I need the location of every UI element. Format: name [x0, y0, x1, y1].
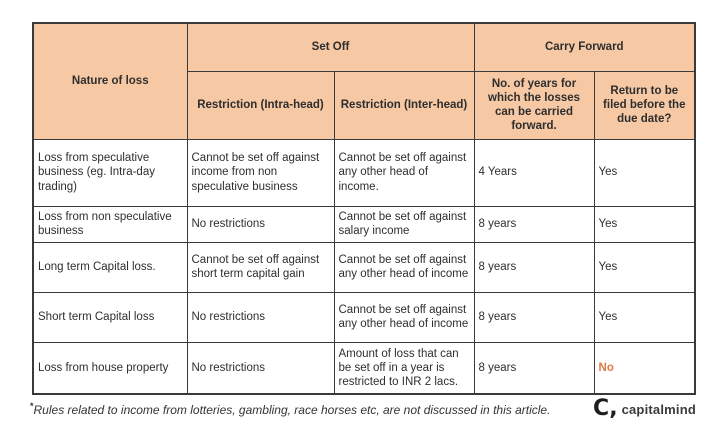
nature-cell: Loss from speculative business (eg. Intr… [32, 138, 188, 207]
return-cell: Yes [593, 138, 696, 207]
table-row: Long term Capital loss. Cannot be set of… [32, 241, 696, 293]
loss-setoff-carryforward-table: Nature of loss Set Off Carry Forward Res… [32, 22, 697, 395]
header-row-sub: Restriction (Intra-head) Restriction (In… [33, 70, 696, 140]
intra-restriction-cell: No restrictions [186, 205, 335, 243]
table-row: Loss from speculative business (eg. Intr… [32, 138, 696, 207]
return-cell: Yes [593, 291, 696, 343]
inter-restriction-cell: Cannot be set off against salary income [333, 205, 475, 243]
years-cell: 8 years [473, 241, 595, 293]
capitalmind-logo: C, capitalmind [593, 398, 696, 420]
restriction-intra-head-header: Restriction (Intra-head) [186, 70, 335, 140]
return-cell: Yes [593, 205, 696, 243]
header-row-groups: Nature of loss Set Off Carry Forward [32, 22, 696, 140]
intra-restriction-cell: Cannot be set off against income from no… [186, 138, 335, 207]
inter-restriction-cell: Amount of loss that can be set off in a … [333, 341, 475, 395]
nature-of-loss-header: Nature of loss [32, 22, 188, 140]
intra-restriction-cell: Cannot be set off against short term cap… [186, 241, 335, 293]
capitalmind-logo-mark-icon: C, [593, 396, 618, 421]
carry-forward-header: Carry Forward [473, 22, 696, 72]
years-cell: 8 years [473, 341, 595, 395]
intra-restriction-cell: No restrictions [186, 341, 335, 395]
nature-cell: Loss from house property [32, 341, 188, 395]
inter-restriction-cell: Cannot be set off against any other head… [333, 291, 475, 343]
footnote: *Rules related to income from lotteries,… [30, 401, 605, 417]
years-cell: 8 years [473, 291, 595, 343]
years-cell: 4 Years [473, 138, 595, 207]
nature-cell: Long term Capital loss. [32, 241, 188, 293]
intra-restriction-cell: No restrictions [186, 291, 335, 343]
return-cell-no-highlight: No [593, 341, 696, 395]
nature-cell: Short term Capital loss [32, 291, 188, 343]
set-off-header: Set Off [186, 22, 475, 72]
footnote-text: Rules related to income from lotteries, … [33, 403, 551, 417]
years-carried-forward-header: No. of years for which the losses can be… [473, 70, 595, 140]
inter-restriction-cell: Cannot be set off against any other head… [333, 138, 475, 207]
return-due-date-header: Return to be filed before the due date? [593, 70, 696, 140]
table-row: Loss from house property No restrictions… [32, 341, 696, 395]
capitalmind-logo-text: capitalmind [621, 401, 696, 417]
footnote-asterisk: * [30, 401, 34, 411]
inter-restriction-cell: Cannot be set off against any other head… [333, 241, 475, 293]
nature-cell: Loss from non speculative business [32, 205, 188, 243]
return-cell: Yes [593, 241, 696, 293]
table-row: Short term Capital loss No restrictions … [32, 291, 696, 343]
years-cell: 8 years [473, 205, 595, 243]
table-row: Loss from non speculative business No re… [32, 205, 696, 243]
restriction-inter-head-header: Restriction (Inter-head) [333, 70, 475, 140]
